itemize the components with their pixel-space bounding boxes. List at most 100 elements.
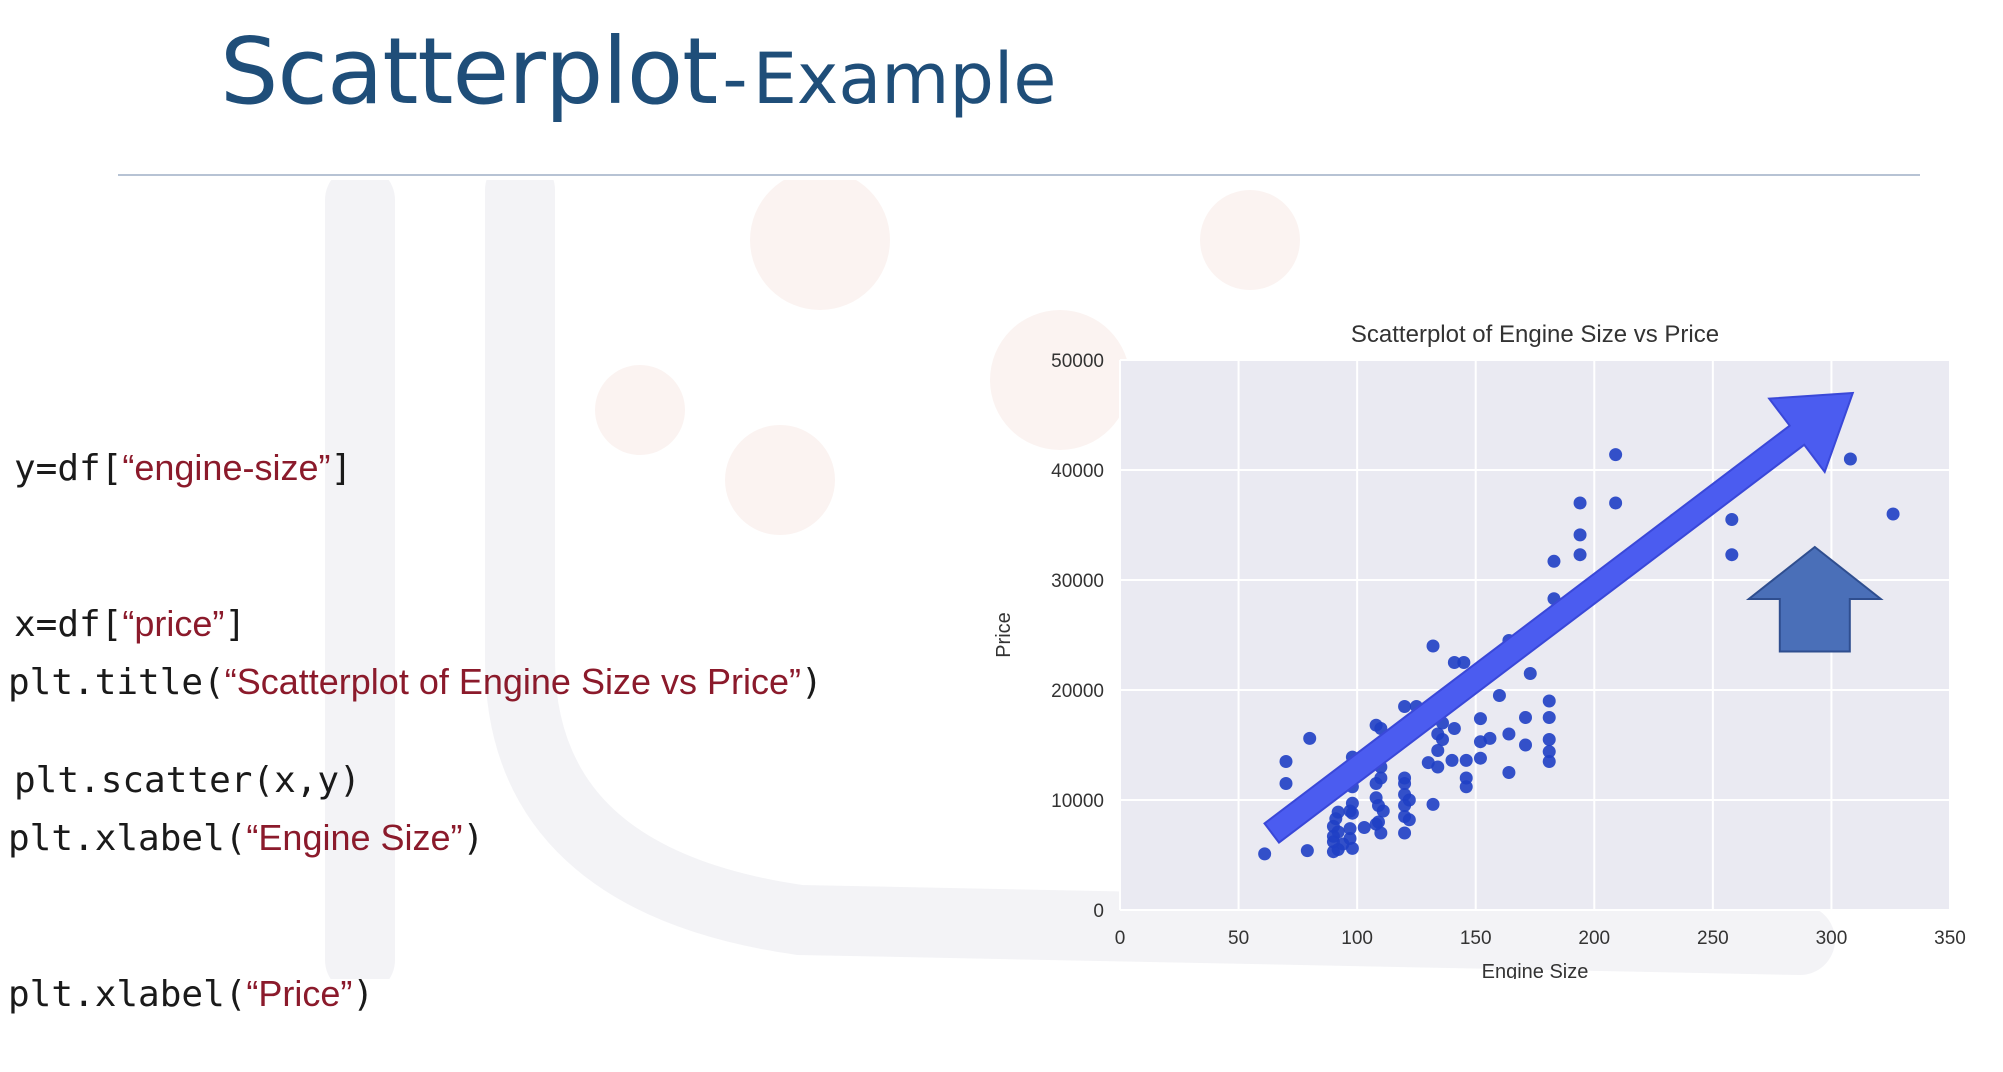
- code-text: ]: [224, 604, 247, 645]
- code-text: plt.xlabel(: [8, 818, 247, 859]
- x-tick-label: 300: [1816, 928, 1848, 949]
- slide-title-main: Scatterplot: [220, 18, 718, 125]
- code-text: ): [462, 818, 485, 859]
- code-line: plt.title(“Scatterplot of Engine Size vs…: [8, 656, 823, 708]
- data-point: [1445, 753, 1459, 767]
- data-point: [1609, 448, 1623, 462]
- data-point: [1279, 755, 1293, 768]
- data-point: [1573, 548, 1587, 562]
- y-tick-label: 30000: [1051, 571, 1104, 592]
- code-string: “Engine Size”: [246, 817, 463, 858]
- data-point: [1483, 731, 1497, 745]
- x-tick-label: 250: [1697, 928, 1729, 949]
- x-tick-label: 0: [1115, 928, 1126, 949]
- y-axis-label: Price: [993, 612, 1015, 658]
- code-text: y=df[: [14, 448, 123, 489]
- data-point: [1431, 760, 1445, 774]
- x-tick-label: 350: [1934, 928, 1966, 949]
- data-point: [1473, 751, 1487, 765]
- code-text: x=df[: [14, 604, 123, 645]
- data-point: [1459, 771, 1473, 785]
- data-point: [1371, 815, 1385, 829]
- scatter-chart: 0 50 100 150 200 250 300 350 0 10000 20000 30000 400…: [993, 321, 1966, 979]
- x-tick-label: 200: [1578, 928, 1610, 949]
- data-point: [1398, 771, 1412, 785]
- data-point: [1523, 667, 1537, 680]
- x-axis-label: Engine Size: [1482, 961, 1589, 979]
- x-tick-label: 150: [1460, 928, 1492, 949]
- code-block-labels: plt.title(“Scatterplot of Engine Size vs…: [8, 552, 823, 1072]
- data-point: [1473, 712, 1487, 726]
- y-tick-label: 10000: [1051, 791, 1104, 812]
- code-line: y=df[“engine-size”]: [14, 442, 361, 494]
- data-point: [1279, 777, 1293, 790]
- data-point: [1345, 841, 1359, 855]
- data-point: [1547, 554, 1561, 568]
- code-string: “price”: [122, 603, 225, 644]
- data-point: [1426, 639, 1440, 653]
- code-line: x=df[“price”]: [14, 598, 361, 650]
- data-point: [1398, 700, 1412, 713]
- data-point: [1459, 753, 1473, 767]
- data-point: [1376, 804, 1390, 818]
- data-point: [1725, 548, 1739, 562]
- data-point: [1431, 744, 1445, 757]
- data-point: [1492, 689, 1506, 702]
- data-point: [1457, 656, 1471, 669]
- code-text: ): [801, 662, 823, 703]
- data-point: [1426, 797, 1440, 811]
- data-point: [1609, 496, 1623, 510]
- title-divider: [118, 174, 1920, 176]
- data-point: [1519, 738, 1533, 752]
- data-point: [1343, 822, 1357, 836]
- data-point: [1573, 528, 1587, 542]
- y-tick-label: 50000: [1051, 351, 1104, 372]
- data-point: [1345, 796, 1359, 810]
- data-point: [1357, 821, 1371, 834]
- data-point: [1374, 771, 1388, 785]
- x-tick-label: 50: [1228, 928, 1249, 949]
- slide-title: Scatterplot - Example: [220, 18, 1056, 125]
- code-text: ]: [330, 448, 353, 489]
- data-point: [1331, 805, 1345, 819]
- code-string: “Scatterplot of Engine Size vs Price”: [224, 661, 801, 702]
- y-tick-label: 20000: [1051, 681, 1104, 702]
- slide-title-separator: -: [722, 38, 748, 120]
- data-point: [1502, 727, 1516, 741]
- code-line: plt.xlabel(“Engine Size”): [8, 812, 823, 864]
- y-tick-label: 0: [1093, 901, 1104, 922]
- code-text: plt.title(: [8, 662, 225, 703]
- data-point: [1258, 847, 1272, 861]
- code-text: plt.xlabel(: [8, 974, 247, 1015]
- slide-title-sub: Example: [752, 38, 1057, 120]
- code-line: plt.scatter(x,y): [14, 754, 361, 806]
- data-point: [1402, 813, 1416, 827]
- data-point: [1843, 452, 1857, 466]
- background-watermark-graphic: [325, 180, 1835, 979]
- code-block-assign: y=df[“engine-size”] x=df[“price”] plt.sc…: [14, 338, 361, 858]
- data-point: [1542, 694, 1556, 708]
- code-string: “Price”: [246, 973, 353, 1014]
- data-point: [1886, 507, 1900, 521]
- data-point: [1436, 733, 1450, 746]
- data-point: [1303, 731, 1317, 745]
- data-point: [1573, 496, 1587, 510]
- code-text: ): [352, 974, 375, 1015]
- data-point: [1331, 825, 1345, 839]
- data-point: [1725, 513, 1739, 526]
- data-point: [1345, 806, 1359, 820]
- data-point: [1398, 826, 1412, 840]
- data-point: [1447, 722, 1461, 735]
- data-point: [1542, 711, 1556, 724]
- code-line: plt.xlabel(“Price”): [8, 968, 823, 1020]
- trend-arrow: [1263, 391, 1855, 845]
- data-point: [1300, 844, 1314, 858]
- code-string: “engine-size”: [122, 447, 331, 488]
- data-point: [1542, 745, 1556, 759]
- data-point: [1374, 826, 1388, 840]
- chart-title: Scatterplot of Engine Size vs Price: [1351, 321, 1719, 348]
- x-tick-label: 100: [1341, 928, 1373, 949]
- data-point: [1402, 793, 1416, 807]
- data-point: [1542, 755, 1556, 768]
- y-tick-label: 40000: [1051, 461, 1104, 482]
